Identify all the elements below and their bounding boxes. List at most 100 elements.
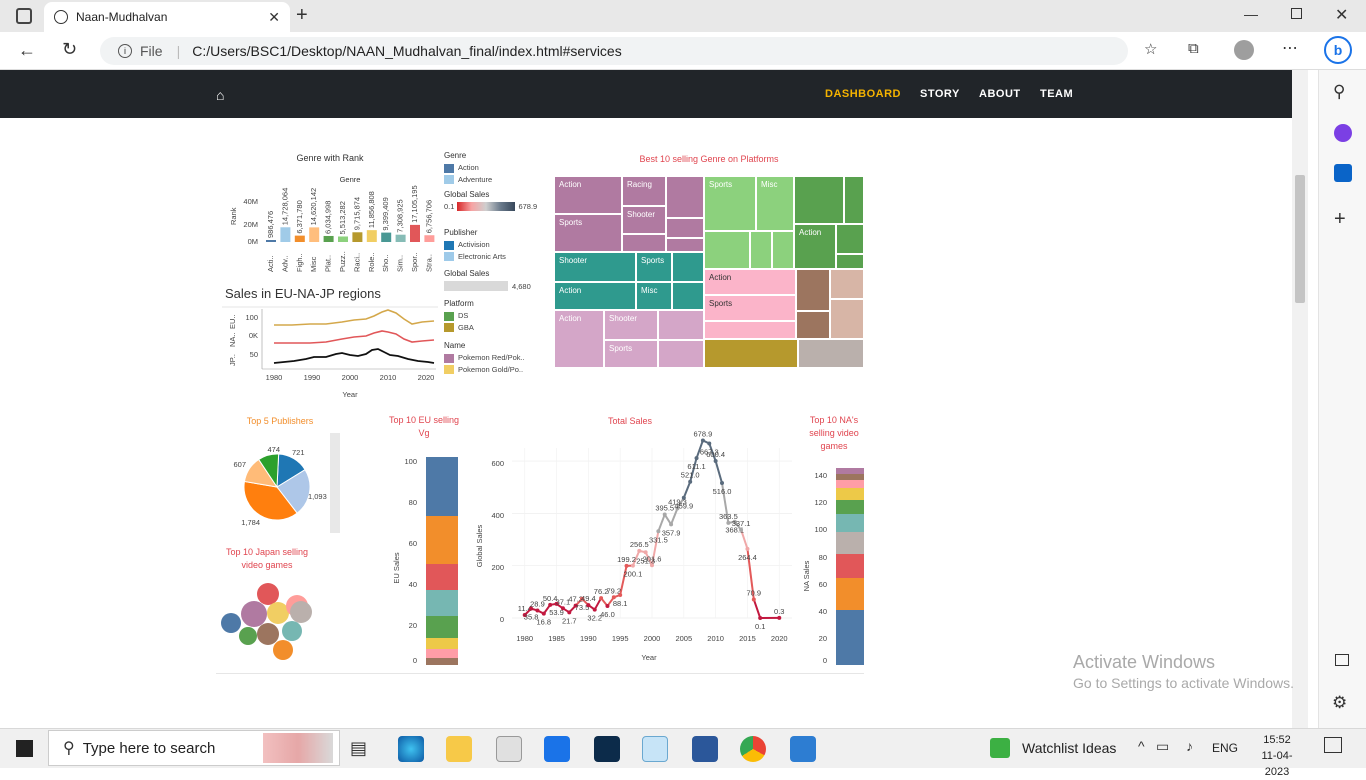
legend-name-red[interactable]: Pokemon Red/Pok..: [444, 353, 548, 363]
total-point[interactable]: [739, 528, 743, 532]
eu-stack-segment[interactable]: [426, 516, 458, 564]
treemap[interactable]: Action Racing Sports Shooter Sports Misc…: [554, 176, 864, 368]
na-stack-segment[interactable]: [836, 514, 864, 532]
total-point[interactable]: [605, 604, 609, 608]
store-icon[interactable]: [496, 736, 522, 762]
treemap-cell[interactable]: [672, 252, 704, 282]
genre-bar-5[interactable]: [338, 236, 348, 242]
nav-story[interactable]: STORY: [920, 88, 960, 100]
treemap-cell[interactable]: [666, 176, 704, 218]
total-point[interactable]: [745, 547, 749, 551]
treemap-cell[interactable]: Misc: [636, 282, 672, 310]
genre-bar-11[interactable]: [424, 235, 434, 242]
treemap-cell[interactable]: [830, 269, 864, 299]
page-scrollbar[interactable]: [1292, 70, 1308, 728]
treemap-cell[interactable]: Sports: [704, 295, 796, 321]
genre-bar-10[interactable]: [410, 225, 420, 242]
treemap-cell[interactable]: Action: [794, 224, 836, 269]
treemap-cell[interactable]: [704, 231, 750, 269]
legend-platform-gba[interactable]: GBA: [444, 323, 548, 333]
genre-bar-6[interactable]: [352, 232, 362, 242]
treemap-cell[interactable]: [750, 231, 772, 269]
total-point[interactable]: [688, 480, 692, 484]
bubble[interactable]: [290, 601, 312, 623]
bubble[interactable]: [267, 602, 289, 624]
total-point[interactable]: [669, 522, 673, 526]
close-tab-icon[interactable]: ✕: [268, 9, 280, 26]
bubble[interactable]: [239, 627, 257, 645]
genre-bar-7[interactable]: [367, 230, 377, 242]
genre-bar-4[interactable]: [324, 236, 334, 242]
total-point[interactable]: [663, 513, 667, 517]
mail-icon[interactable]: [544, 736, 570, 762]
genre-bar-2[interactable]: [295, 236, 305, 242]
treemap-cell[interactable]: [844, 176, 864, 224]
total-point[interactable]: [758, 616, 762, 620]
total-point[interactable]: [714, 459, 718, 463]
favorites-icon[interactable]: ☆: [1144, 40, 1157, 58]
eu-stack-segment[interactable]: [426, 564, 458, 590]
treemap-cell[interactable]: Sports: [554, 214, 622, 252]
legend-genre-action[interactable]: Action: [444, 163, 548, 173]
genre-bar-8[interactable]: [381, 233, 391, 242]
new-tab-icon[interactable]: +: [296, 4, 308, 27]
na-stack-segment[interactable]: [836, 532, 864, 554]
tray-chevron-icon[interactable]: ^: [1138, 738, 1145, 754]
na-stack-segment[interactable]: [836, 480, 864, 488]
total-point[interactable]: [618, 593, 622, 597]
watchlist-icon[interactable]: [990, 738, 1010, 758]
browser-tab[interactable]: Naan-Mudhalvan ✕: [44, 2, 290, 32]
home-icon[interactable]: ⌂: [216, 87, 224, 103]
bubble[interactable]: [221, 613, 241, 633]
total-point[interactable]: [695, 456, 699, 460]
total-point[interactable]: [535, 608, 539, 612]
total-point[interactable]: [637, 549, 641, 553]
legend-publisher-activision[interactable]: Activision: [444, 240, 548, 250]
treemap-cell[interactable]: [796, 269, 830, 311]
na-stack-segment[interactable]: [836, 610, 864, 665]
treemap-cell[interactable]: Shooter: [604, 310, 658, 340]
network-icon[interactable]: ▭: [1156, 738, 1169, 755]
settings-gear-icon[interactable]: ⚙: [1332, 693, 1347, 713]
na-stack-segment[interactable]: [836, 578, 864, 610]
clock[interactable]: 15:52 11-04-2023: [1250, 732, 1304, 780]
total-point[interactable]: [586, 603, 590, 607]
snowflake-app-icon[interactable]: [642, 736, 668, 762]
chrome-icon[interactable]: [740, 736, 766, 762]
close-window-icon[interactable]: ✕: [1335, 5, 1348, 25]
genre-bar-9[interactable]: [396, 235, 406, 242]
collections-icon[interactable]: ⧉: [1188, 40, 1199, 57]
na-stack-segment[interactable]: [836, 474, 864, 480]
treemap-cell[interactable]: [704, 339, 798, 368]
file-explorer-icon[interactable]: [446, 736, 472, 762]
total-point[interactable]: [707, 441, 711, 445]
treemap-cell[interactable]: [672, 282, 704, 310]
eu-stack-segment[interactable]: [426, 658, 458, 665]
eu-stack-segment[interactable]: [426, 649, 458, 658]
windows-start-icon[interactable]: [16, 740, 33, 757]
treemap-cell[interactable]: [666, 238, 704, 252]
treemap-cell[interactable]: Action: [554, 282, 636, 310]
total-point[interactable]: [631, 564, 635, 568]
treemap-cell[interactable]: [794, 176, 844, 224]
treemap-cell[interactable]: [798, 339, 864, 368]
genre-bar-3[interactable]: [309, 227, 319, 242]
treemap-cell[interactable]: [658, 340, 704, 368]
search-icon[interactable]: ⚲: [1333, 82, 1345, 102]
treemap-cell[interactable]: [772, 231, 794, 269]
treemap-cell[interactable]: Action: [554, 176, 622, 214]
eu-stack-segment[interactable]: [426, 638, 458, 649]
treemap-cell[interactable]: [836, 254, 864, 269]
legend-platform-ds[interactable]: DS: [444, 311, 548, 321]
na-stack-segment[interactable]: [836, 468, 864, 474]
na-stack-segment[interactable]: [836, 500, 864, 514]
total-point[interactable]: [777, 616, 781, 620]
taskbar-search[interactable]: ⚲ Type here to search: [48, 730, 340, 766]
treemap-cell[interactable]: [836, 224, 864, 254]
treemap-cell[interactable]: Shooter: [554, 252, 636, 282]
bubble[interactable]: [241, 601, 267, 627]
total-point[interactable]: [567, 610, 571, 614]
eu-stack-segment[interactable]: [426, 616, 458, 638]
bubble[interactable]: [257, 583, 279, 605]
profile-avatar[interactable]: [1234, 40, 1254, 60]
